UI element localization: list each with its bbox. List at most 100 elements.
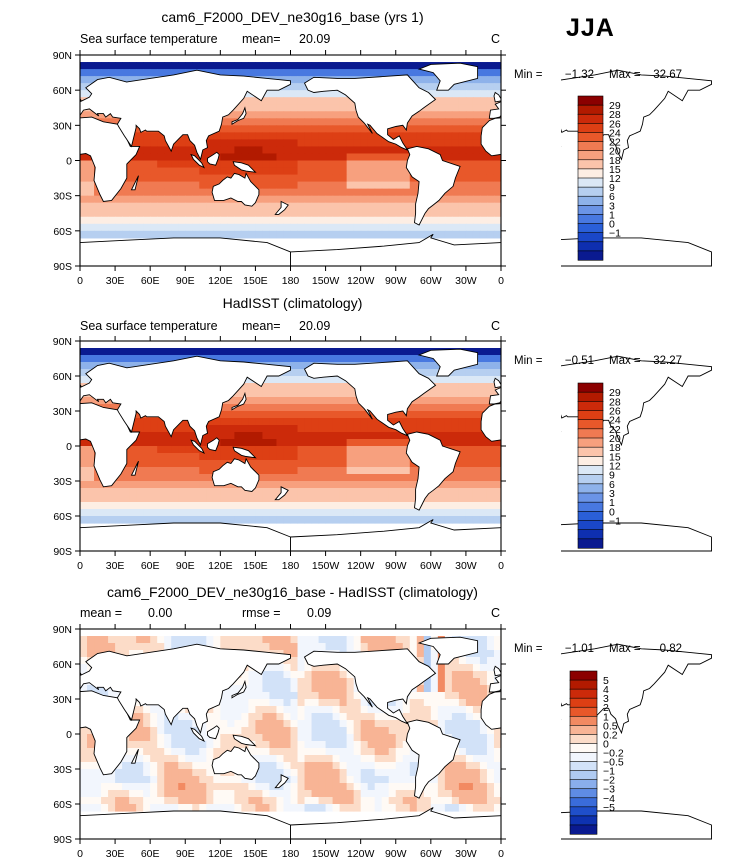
field-cell bbox=[87, 69, 95, 77]
field-cell bbox=[353, 132, 362, 140]
field-cell bbox=[122, 783, 130, 791]
field-cell bbox=[339, 692, 348, 700]
field-cell bbox=[192, 174, 200, 183]
field-cell bbox=[402, 439, 411, 447]
field-cell bbox=[171, 348, 179, 356]
field-cell bbox=[80, 755, 88, 763]
land-mass bbox=[405, 431, 461, 511]
field-cell bbox=[108, 348, 116, 356]
field-cell bbox=[143, 209, 151, 218]
field-cell bbox=[227, 411, 235, 419]
field-cell bbox=[332, 474, 341, 482]
field-cell bbox=[136, 481, 144, 489]
field-cell bbox=[304, 362, 313, 370]
field-cell bbox=[458, 132, 467, 140]
field-cell bbox=[115, 804, 123, 812]
field-cell bbox=[367, 748, 376, 756]
field-cell bbox=[206, 432, 214, 440]
field-cell bbox=[220, 509, 228, 517]
field-cell bbox=[262, 139, 271, 148]
field-cell bbox=[283, 216, 292, 225]
colorbar-level-label: 3 bbox=[609, 200, 615, 212]
field-cell bbox=[332, 685, 341, 693]
field-cell bbox=[332, 446, 341, 454]
field-cell bbox=[143, 495, 151, 503]
field-cell bbox=[423, 139, 432, 148]
field-cell bbox=[486, 195, 495, 204]
field-cell bbox=[409, 776, 418, 784]
field-cell bbox=[269, 404, 278, 412]
field-cell bbox=[255, 467, 264, 475]
field-cell bbox=[290, 657, 299, 665]
field-cell bbox=[297, 762, 306, 770]
field-cell bbox=[339, 188, 348, 197]
field-cell bbox=[150, 741, 158, 749]
field-cell bbox=[486, 488, 495, 496]
field-cell bbox=[304, 383, 313, 391]
field-cell bbox=[297, 111, 306, 119]
field-cell bbox=[80, 369, 88, 377]
field-cell bbox=[451, 467, 460, 475]
field-cell bbox=[444, 125, 453, 133]
field-cell bbox=[430, 797, 439, 805]
field-cell bbox=[192, 488, 200, 496]
field-cell bbox=[129, 797, 137, 805]
field-cell bbox=[164, 790, 172, 798]
colorbar-swatch bbox=[569, 670, 598, 681]
field-cell bbox=[430, 804, 439, 812]
field-cell bbox=[150, 755, 158, 763]
field-cell bbox=[367, 69, 376, 77]
field-cell bbox=[493, 741, 502, 749]
field-cell bbox=[472, 460, 481, 468]
field-cell bbox=[472, 209, 481, 218]
field-cell bbox=[360, 439, 369, 447]
field-cell bbox=[178, 153, 186, 162]
field-cell bbox=[276, 797, 285, 805]
field-cell bbox=[164, 762, 172, 770]
field-cell bbox=[381, 495, 390, 503]
field-cell bbox=[353, 516, 362, 524]
colorbar-level-label: 4 bbox=[603, 684, 609, 696]
field-cell bbox=[353, 720, 362, 728]
field-cell bbox=[304, 769, 313, 777]
field-cell bbox=[430, 209, 439, 218]
field-cell bbox=[157, 209, 165, 218]
field-cell bbox=[339, 111, 348, 119]
field-cell bbox=[129, 734, 137, 742]
field-cell bbox=[199, 223, 207, 232]
field-cell bbox=[80, 460, 88, 468]
field-cell bbox=[227, 132, 235, 140]
field-cell bbox=[353, 804, 362, 812]
field-cell bbox=[122, 769, 130, 777]
field-cell bbox=[381, 783, 390, 791]
field-cell bbox=[304, 678, 313, 686]
field-cell bbox=[290, 62, 299, 70]
field-cell bbox=[493, 790, 502, 798]
field-cell bbox=[332, 692, 341, 700]
field-cell bbox=[185, 174, 193, 183]
field-cell bbox=[129, 769, 137, 777]
field-cell bbox=[395, 481, 404, 489]
colorbar-swatch bbox=[569, 697, 598, 708]
field-cell bbox=[269, 390, 278, 398]
field-cell bbox=[199, 516, 207, 524]
field-cell bbox=[115, 481, 123, 489]
field-cell bbox=[388, 481, 397, 489]
field-cell bbox=[136, 446, 144, 454]
colorbar-level-label: 1 bbox=[609, 209, 615, 221]
field-cell bbox=[185, 481, 193, 489]
field-cell bbox=[346, 62, 355, 70]
field-cell bbox=[479, 488, 488, 496]
field-cell bbox=[269, 146, 278, 155]
panel-title: cam6_F2000_DEV_ne30g16_base - HadISST (c… bbox=[107, 584, 478, 600]
field-cell bbox=[297, 230, 306, 239]
frame-mask bbox=[501, 311, 561, 581]
field-cell bbox=[353, 146, 362, 155]
field-cell bbox=[346, 104, 355, 112]
field-cell bbox=[388, 467, 397, 475]
field-cell bbox=[227, 167, 235, 176]
field-cell bbox=[94, 643, 102, 651]
field-cell bbox=[451, 118, 460, 126]
